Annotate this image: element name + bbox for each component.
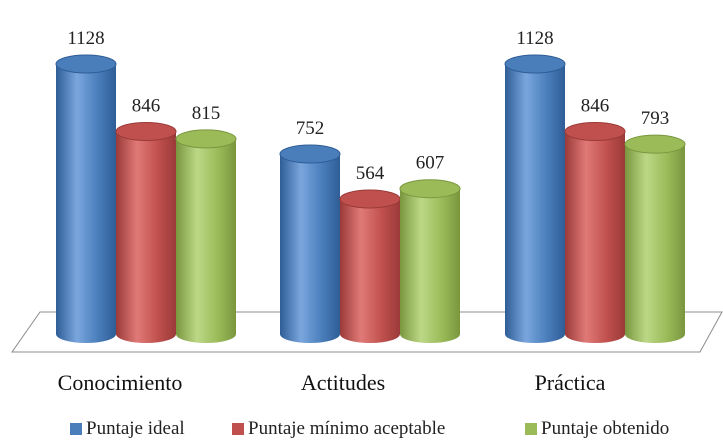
data-label: 846 — [132, 96, 161, 117]
bar — [504, 54, 566, 343]
data-label: 564 — [356, 163, 385, 184]
legend-label: Puntaje ideal — [86, 418, 185, 439]
bar — [399, 179, 461, 343]
legend: Puntaje ideal Puntaje mínimo aceptable Pun… — [0, 418, 723, 444]
data-label: 815 — [192, 103, 221, 124]
data-label: 846 — [581, 96, 610, 117]
bar — [55, 54, 117, 343]
bar — [339, 189, 401, 343]
category-label: Actitudes — [301, 370, 385, 395]
legend-label: Puntaje mínimo aceptable — [248, 418, 446, 439]
legend-swatch — [70, 423, 82, 435]
category-label: Práctica — [535, 370, 606, 395]
data-label: 607 — [416, 153, 445, 174]
legend-item: Puntaje ideal — [70, 418, 185, 440]
data-label: 1128 — [516, 28, 553, 49]
category-label: Conocimiento — [58, 370, 183, 395]
legend-swatch — [232, 423, 244, 435]
data-label: 752 — [296, 118, 325, 139]
data-label: 1128 — [67, 28, 104, 49]
bar — [624, 134, 686, 343]
legend-label: Puntaje obtenido — [541, 418, 670, 439]
bar — [279, 144, 341, 343]
bar — [175, 129, 237, 343]
legend-item: Puntaje mínimo aceptable — [232, 418, 445, 440]
data-label: 793 — [641, 108, 670, 129]
legend-item: Puntaje obtenido — [525, 418, 669, 440]
legend-swatch — [525, 423, 537, 435]
bar — [564, 122, 626, 343]
bar — [115, 122, 177, 343]
